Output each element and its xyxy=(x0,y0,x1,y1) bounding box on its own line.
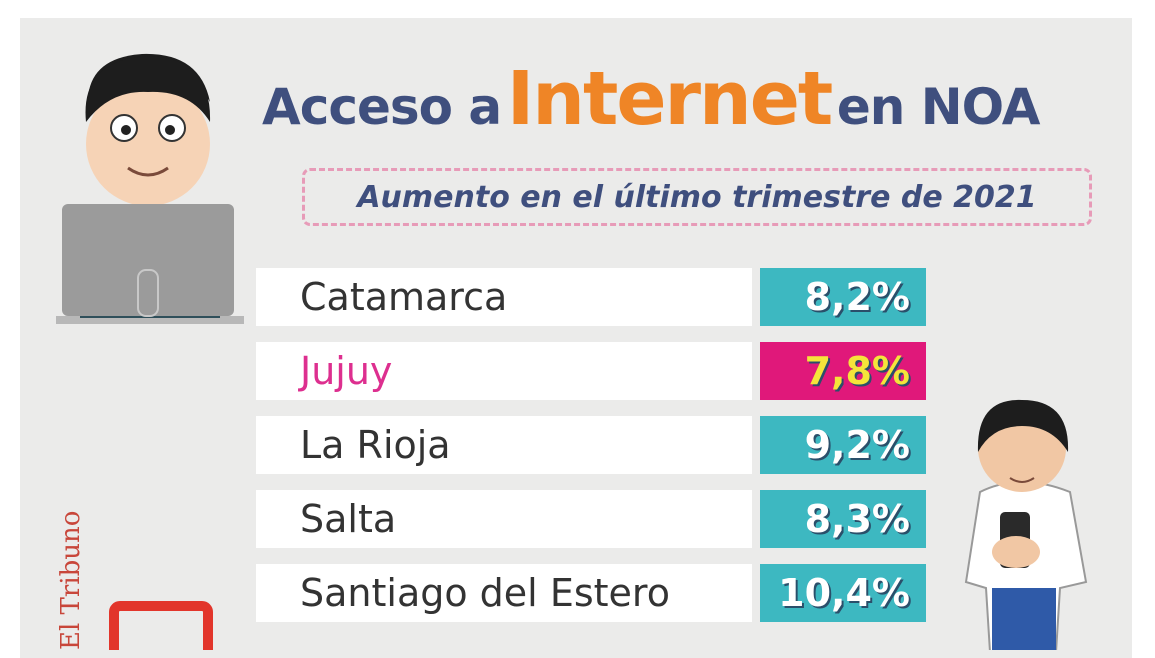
row-label: Salta xyxy=(256,490,752,548)
right-pupil xyxy=(165,125,175,135)
hair-top xyxy=(85,56,211,122)
laptop-screen xyxy=(62,204,234,316)
laptop-logo xyxy=(137,269,159,317)
brand-name: El Tribuno xyxy=(56,510,86,650)
title-part3: en NOA xyxy=(836,78,1041,136)
title-part2: Internet xyxy=(506,56,834,142)
chart-title: Acceso a Internet en NOA xyxy=(262,56,1112,142)
row-label: La Rioja xyxy=(256,416,752,474)
face xyxy=(86,82,210,206)
person-laptop-illustration xyxy=(56,53,244,324)
row-label: Catamarca xyxy=(256,268,752,326)
row-label: Santiago del Estero xyxy=(256,564,752,622)
row-value: 9,2% xyxy=(760,416,926,474)
row-value: 8,2% xyxy=(760,268,926,326)
row-label: Jujuy xyxy=(256,342,752,400)
brand-logo: El Tribuno xyxy=(34,490,86,650)
row-value: 7,8% xyxy=(760,342,926,400)
decorative-bag-icon xyxy=(109,601,213,650)
laptop-base xyxy=(56,316,244,324)
chart-subtitle: Aumento en el último trimestre de 2021 xyxy=(357,179,1037,215)
hands xyxy=(992,536,1040,568)
mouth xyxy=(127,166,169,177)
subtitle-box: Aumento en el último trimestre de 2021 xyxy=(302,168,1092,226)
row-value: 8,3% xyxy=(760,490,926,548)
pants xyxy=(992,588,1056,650)
title-part1: Acceso a xyxy=(262,78,502,136)
boy-mouth xyxy=(1009,477,1035,483)
boy-hair xyxy=(977,399,1069,452)
left-pupil xyxy=(121,125,131,135)
row-value: 10,4% xyxy=(760,564,926,622)
boy-phone-illustration xyxy=(964,399,1088,650)
